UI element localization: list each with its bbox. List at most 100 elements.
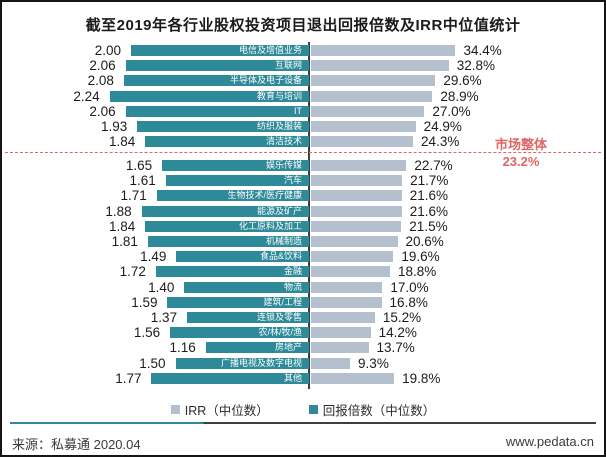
irr-value: 13.7% [376,340,415,356]
industry-label: 建筑/工程 [263,296,302,307]
multiple-value: 1.72 [119,264,146,280]
irr-value: 28.9% [440,88,479,104]
market-overall-label: 市场整体 [494,137,547,152]
return-multiple-bar [123,75,309,87]
irr-value: 27.0% [432,103,471,119]
irr-bar [311,159,407,171]
return-multiple-bar [109,90,309,102]
irr-value: 21.7% [410,173,449,189]
irr-bar [311,266,390,278]
multiple-value: 1.49 [140,249,167,265]
multiple-value: 1.37 [150,309,178,325]
multiple-value: 2.06 [89,103,116,119]
industry-label: 生物技术/医疗健康 [227,190,302,201]
industry-label: 食品&饮料 [259,251,302,262]
irr-value: 9.3% [358,355,389,371]
irr-bar [311,281,383,293]
irr-legend-swatch-icon [170,405,180,414]
irr-bar [311,296,382,308]
irr-value: 17.0% [390,279,429,295]
industry-label: 金融 [283,266,302,277]
industry-label: 清洁技术 [265,136,302,147]
irr-bar [311,121,416,132]
source-text: 来源：私募通 2020.04 [12,437,141,452]
return-multiple-bar [145,220,309,232]
irr-value: 15.2% [382,309,422,325]
irr-value: 32.8% [456,58,496,74]
irr-value: 29.6% [443,73,482,89]
legend-item-irr: IRR（中位数） [170,400,269,419]
irr-bar [311,75,436,87]
return-multiple-bar [165,175,309,187]
return-multiple-bar [151,372,309,384]
return-multiple-bar [184,281,309,293]
return-multiple-bar [145,136,309,148]
irr-bar [311,311,375,323]
irr-value: 19.8% [402,370,441,386]
industry-label: IT [293,105,302,116]
irr-bar [311,105,425,117]
multiple-value: 1.56 [133,325,161,341]
legend-multiple-label: 回报倍数（中位数） [322,404,436,418]
multiple-value: 1.93 [100,119,128,134]
industry-label: 连锁及零售 [256,311,302,322]
industry-label: 其他 [283,372,302,383]
irr-bar [311,205,402,217]
industry-label: 互联网 [274,60,302,71]
industry-label: 纺织及服装 [256,121,302,131]
return-multiple-bar [147,235,309,247]
multiple-value: 1.40 [148,279,175,295]
return-multiple-bar [137,121,309,132]
chart-title: 截至2019年各行业股权投资项目退出回报倍数及IRR中位值统计 [85,17,521,34]
return-multiple-bar [156,190,309,202]
legend-irr-label: IRR（中位数） [184,404,269,418]
irr-bar [311,90,433,102]
multiple-value: 2.06 [89,58,116,74]
irr-value: 24.9% [423,119,462,134]
multiple-value: 1.65 [125,157,153,173]
multiple-value: 2.08 [87,73,114,89]
multiple-legend-swatch-icon [308,405,318,414]
irr-bar [311,175,403,187]
irr-bar [311,235,398,247]
multiple-value: 1.88 [105,203,132,219]
irr-bar [311,342,369,354]
irr-bar [311,220,402,232]
irr-bar [311,251,394,263]
market-overall-annotation: 市场整体 23.2% [466,136,576,170]
legend-item-multiple: 回报倍数（中位数） [308,400,436,419]
center-axis-line [308,42,310,389]
multiple-value: 1.50 [139,355,166,371]
multiple-value: 1.77 [115,370,142,386]
irr-value: 34.4% [463,43,502,58]
irr-bar [311,357,351,369]
irr-value: 16.8% [389,294,428,310]
website-link[interactable]: www.pedata.cn [505,434,594,449]
irr-value: 18.8% [397,264,437,280]
multiple-value: 1.71 [120,188,147,204]
irr-bar [311,327,371,339]
industry-label: 房地产 [274,342,302,353]
industry-label: 广播电视及数字电视 [220,357,302,368]
return-multiple-bar [155,266,309,278]
industry-label: 物流 [283,281,302,292]
return-multiple-bar [131,45,309,56]
return-multiple-bar [141,205,309,217]
irr-bar [311,372,395,384]
return-multiple-bar [125,60,309,72]
multiple-value: 1.16 [169,340,196,356]
industry-label: 机械制造 [265,235,302,246]
return-multiple-bar [167,296,309,308]
return-multiple-bar [170,327,309,339]
legend: IRR（中位数） 回报倍数（中位数） [2,400,604,419]
industry-label: 娱乐传媒 [265,159,302,170]
return-multiple-bar [162,159,309,171]
return-multiple-bar [125,105,309,117]
irr-bar [311,45,456,56]
industry-label: 能源及矿产 [256,205,302,216]
industry-label: 电信及增值业务 [238,45,302,55]
industry-label: 教育与培训 [256,90,302,101]
irr-value: 21.5% [409,218,448,234]
